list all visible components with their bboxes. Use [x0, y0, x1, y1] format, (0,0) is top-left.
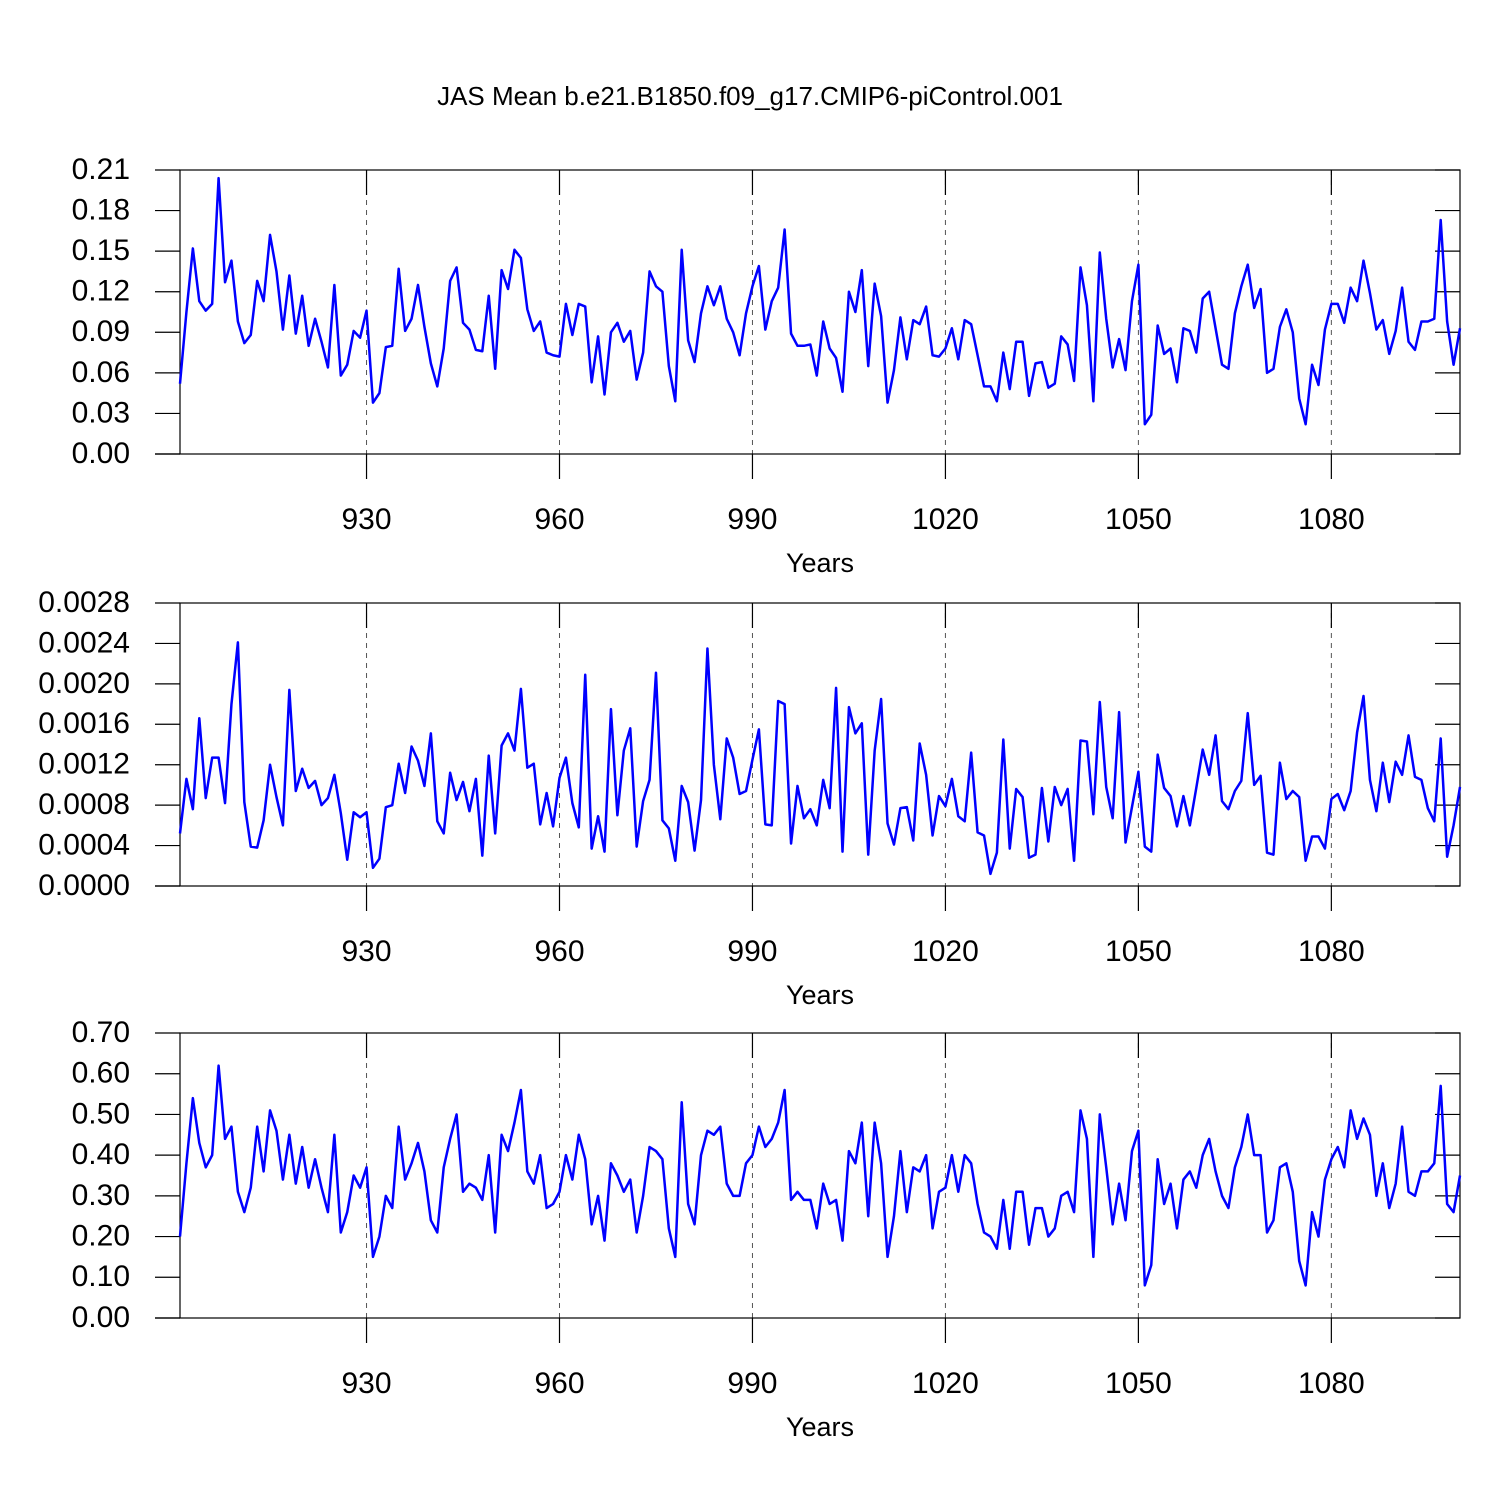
- y-tick-label: 0.21: [72, 153, 130, 186]
- y-tick-label: 0.0012: [38, 748, 130, 781]
- y-tick-label: 0.03: [72, 396, 130, 429]
- x-tick-label: 1020: [912, 503, 979, 536]
- x-tick-label: 1080: [1298, 503, 1365, 536]
- y-tick-label: 0.60: [72, 1057, 130, 1090]
- plot-frame: [179, 602, 1461, 887]
- x-tick-label: 1080: [1298, 1367, 1365, 1400]
- x-tick-label: 990: [727, 1367, 777, 1400]
- x-tick-label: 990: [727, 935, 777, 968]
- data-line: [178, 1064, 1462, 1287]
- x-tick-label: 1050: [1105, 935, 1172, 968]
- x-axis-label: Years: [786, 1412, 854, 1442]
- y-tick-label: 0.50: [72, 1097, 130, 1130]
- y-tick-label: 0.0000: [38, 869, 130, 902]
- y-tick-label: 0.0024: [38, 626, 130, 659]
- x-tick-label: 930: [342, 935, 392, 968]
- x-axis-label: Years: [786, 980, 854, 1010]
- y-tick-label: 0.0020: [38, 667, 130, 700]
- y-tick-label: 0.15: [72, 234, 130, 267]
- x-tick-label: 960: [534, 503, 584, 536]
- x-tick-label: 930: [342, 1367, 392, 1400]
- y-tick-label: 0.09: [72, 315, 130, 348]
- y-tick-label: 0.70: [72, 1016, 130, 1049]
- x-tick-label: 1020: [912, 935, 979, 968]
- data-line: [178, 176, 1462, 426]
- x-axis-label: Years: [786, 548, 854, 578]
- y-tick-label: 0.0028: [38, 586, 130, 619]
- y-tick-label: 0.0004: [38, 828, 130, 861]
- plot-frame: [179, 169, 1461, 455]
- x-tick-label: 930: [342, 503, 392, 536]
- x-tick-label: 1050: [1105, 1367, 1172, 1400]
- chart-title: JAS Mean b.e21.B1850.f09_g17.CMIP6-piCon…: [437, 81, 1063, 111]
- x-tick-label: 1020: [912, 1367, 979, 1400]
- y-tick-label: 0.18: [72, 193, 130, 226]
- y-tick-label: 0.40: [72, 1138, 130, 1171]
- x-tick-label: 960: [534, 1367, 584, 1400]
- y-tick-label: 0.00: [72, 437, 130, 470]
- y-tick-label: 0.06: [72, 356, 130, 389]
- x-tick-label: 990: [727, 503, 777, 536]
- y-tick-label: 0.10: [72, 1260, 130, 1293]
- y-tick-label: 0.0008: [38, 788, 130, 821]
- y-tick-label: 0.20: [72, 1219, 130, 1252]
- y-tick-label: 0.00: [72, 1301, 130, 1334]
- y-tick-label: 0.0016: [38, 707, 130, 740]
- x-tick-label: 960: [534, 935, 584, 968]
- x-tick-label: 1080: [1298, 935, 1365, 968]
- x-tick-label: 1050: [1105, 503, 1172, 536]
- y-tick-label: 0.30: [72, 1179, 130, 1212]
- y-tick-label: 0.12: [72, 275, 130, 308]
- data-line: [178, 641, 1462, 876]
